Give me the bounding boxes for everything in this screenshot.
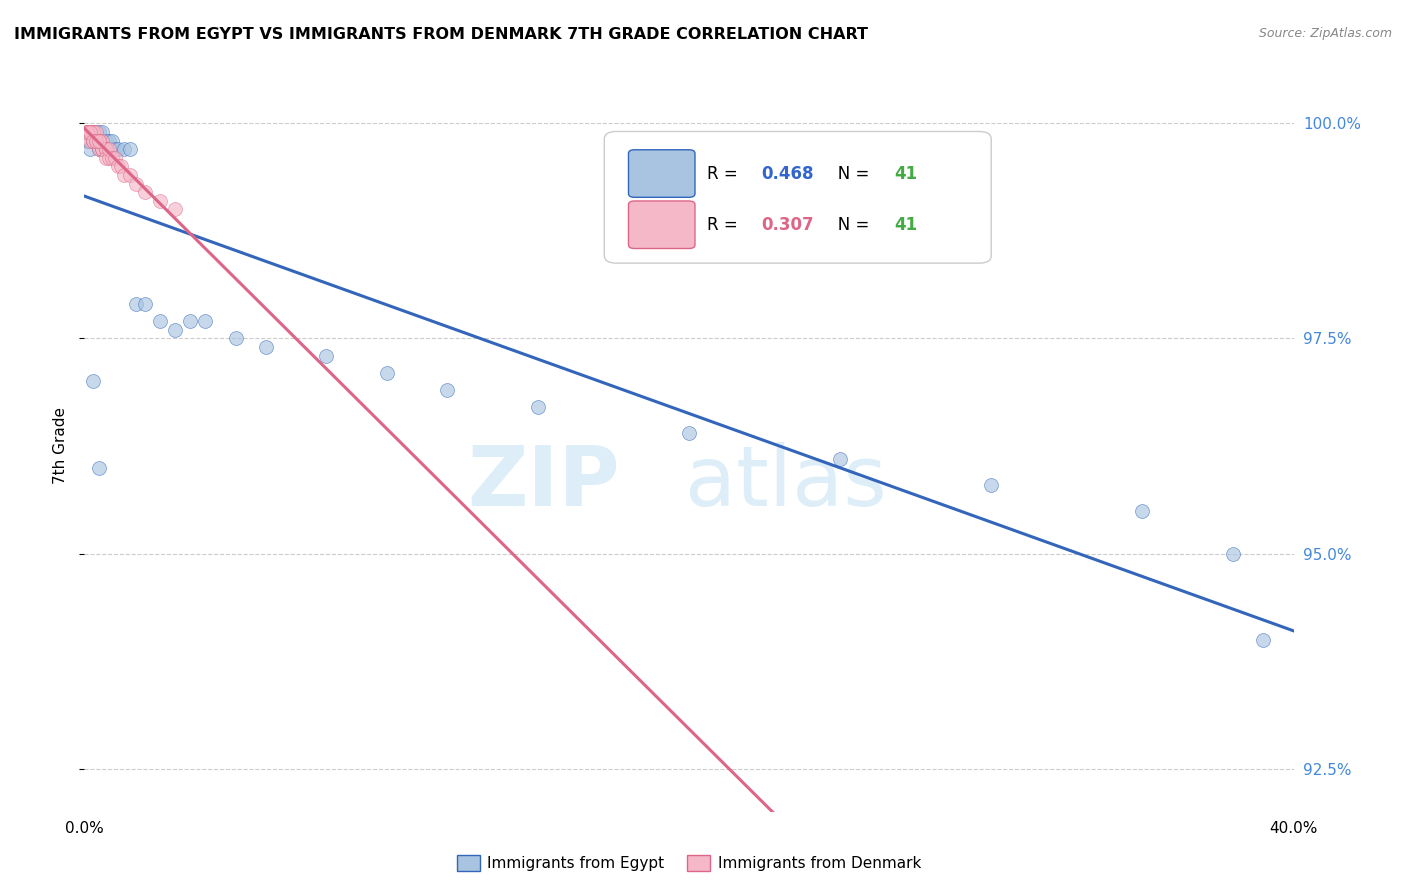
Point [179, 314, 201, 328]
Point [86, 134, 108, 148]
Point [82, 134, 104, 148]
Point [91, 134, 114, 148]
Point [94, 142, 117, 156]
Point [527, 401, 550, 415]
Point [82, 134, 104, 148]
Text: 41: 41 [894, 216, 918, 234]
Point [91, 142, 114, 156]
Point [254, 340, 277, 354]
Point [82, 125, 104, 139]
Point [89, 142, 111, 156]
Point [76, 134, 98, 148]
Point [91, 142, 114, 156]
Y-axis label: 7th Grade: 7th Grade [52, 408, 67, 484]
Text: N =: N = [823, 216, 875, 234]
Point [86, 134, 108, 148]
Point [678, 426, 700, 441]
Point [112, 142, 135, 156]
Point [149, 194, 172, 208]
Point [79, 125, 101, 139]
Point [375, 366, 398, 380]
Point [89, 460, 111, 475]
Point [91, 142, 114, 156]
Point [89, 125, 111, 139]
Point [79, 142, 101, 156]
Point [107, 159, 129, 173]
Point [86, 134, 108, 148]
FancyBboxPatch shape [605, 131, 991, 263]
Point [94, 134, 117, 148]
Point [89, 142, 111, 156]
Point [165, 202, 187, 217]
Point [86, 134, 108, 148]
Point [1222, 547, 1244, 561]
Point [1253, 632, 1275, 647]
Point [82, 134, 104, 148]
Point [94, 151, 117, 165]
Point [194, 314, 217, 328]
Point [125, 177, 148, 191]
Point [118, 168, 141, 182]
Point [1130, 503, 1153, 517]
Point [86, 125, 108, 139]
Text: 0.307: 0.307 [762, 216, 814, 234]
Point [91, 125, 114, 139]
Point [82, 125, 104, 139]
Text: atlas: atlas [685, 442, 887, 523]
Text: Source: ZipAtlas.com: Source: ZipAtlas.com [1258, 27, 1392, 40]
FancyBboxPatch shape [628, 150, 695, 197]
Point [100, 134, 122, 148]
Point [149, 314, 172, 328]
Point [110, 159, 132, 173]
Point [97, 151, 120, 165]
Point [97, 142, 120, 156]
Point [225, 331, 247, 345]
Point [86, 134, 108, 148]
Point [82, 125, 104, 139]
Text: 0.468: 0.468 [762, 165, 814, 183]
Point [134, 297, 156, 311]
Text: N =: N = [823, 165, 875, 183]
Point [104, 151, 127, 165]
Text: ZIP: ZIP [468, 442, 620, 523]
Point [76, 125, 98, 139]
Point [125, 297, 148, 311]
Point [134, 185, 156, 199]
Point [315, 349, 337, 363]
Point [165, 323, 187, 337]
Point [112, 168, 135, 182]
Point [89, 134, 111, 148]
Point [79, 125, 101, 139]
Point [76, 125, 98, 139]
Point [79, 134, 101, 148]
Point [79, 125, 101, 139]
Point [97, 134, 120, 148]
Point [76, 125, 98, 139]
Point [89, 134, 111, 148]
Point [89, 134, 111, 148]
Point [82, 375, 104, 389]
Point [830, 451, 852, 466]
Point [82, 125, 104, 139]
Legend: Immigrants from Egypt, Immigrants from Denmark: Immigrants from Egypt, Immigrants from D… [450, 849, 928, 877]
Point [94, 142, 117, 156]
Point [107, 142, 129, 156]
Text: IMMIGRANTS FROM EGYPT VS IMMIGRANTS FROM DENMARK 7TH GRADE CORRELATION CHART: IMMIGRANTS FROM EGYPT VS IMMIGRANTS FROM… [14, 27, 868, 42]
Text: R =: R = [707, 165, 744, 183]
Point [76, 125, 98, 139]
FancyBboxPatch shape [628, 201, 695, 249]
Point [100, 151, 122, 165]
Point [118, 142, 141, 156]
Point [79, 125, 101, 139]
Text: 41: 41 [894, 165, 918, 183]
Point [436, 383, 458, 397]
Point [86, 125, 108, 139]
Point [89, 134, 111, 148]
Point [97, 142, 120, 156]
Point [76, 125, 98, 139]
Point [104, 142, 127, 156]
Text: R =: R = [707, 216, 744, 234]
Point [980, 477, 1002, 491]
Point [79, 125, 101, 139]
